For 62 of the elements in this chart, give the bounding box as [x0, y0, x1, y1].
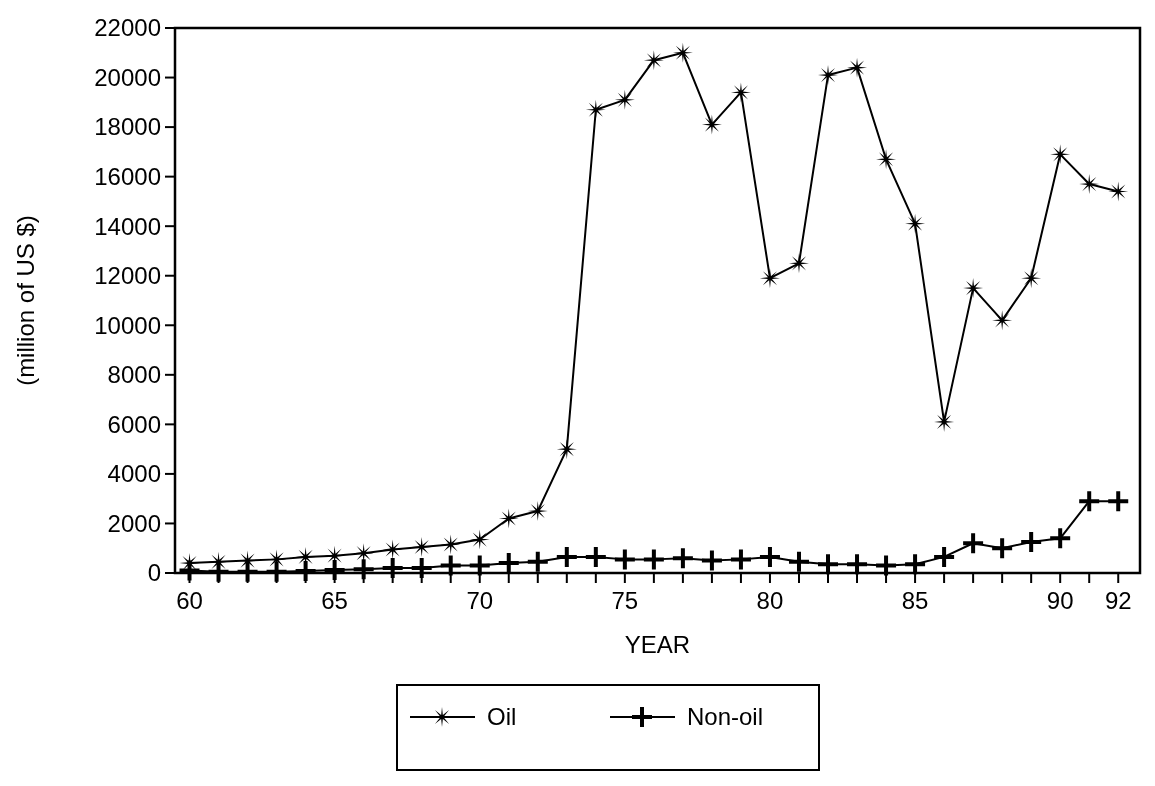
point: [963, 533, 984, 554]
point: [847, 554, 868, 575]
y-tick-label: 12000: [94, 262, 161, 290]
point: [1050, 528, 1071, 549]
point: [730, 549, 751, 570]
point: [527, 551, 548, 572]
point: [411, 558, 432, 579]
y-tick-label: 16000: [94, 163, 161, 191]
y-tick-label: 14000: [94, 212, 161, 240]
point: [1108, 491, 1129, 512]
y-tick-label: 18000: [94, 113, 161, 141]
point: [324, 560, 345, 581]
point: [934, 546, 955, 567]
point: [905, 554, 926, 575]
y-tick-label: 4000: [107, 460, 161, 488]
point: [992, 538, 1013, 559]
point: [382, 558, 403, 579]
point: [179, 560, 200, 581]
point: [353, 559, 374, 580]
point: [1021, 532, 1042, 553]
point: [672, 548, 693, 569]
point: [208, 561, 229, 582]
x-tick-label: 92: [1104, 587, 1132, 614]
y-axis-title: (million of US $): [12, 215, 39, 386]
point: [237, 561, 258, 582]
x-tick-label: 85: [901, 587, 929, 614]
x-tick-label: 80: [756, 587, 784, 614]
legend-label: Non-oil: [687, 703, 764, 731]
point: [876, 555, 897, 576]
x-tick-label: 65: [321, 587, 348, 614]
y-tick-label: 22000: [94, 14, 161, 42]
point: [1079, 491, 1100, 512]
point: [759, 546, 780, 567]
y-tick-label: 20000: [94, 63, 161, 91]
point: [585, 546, 606, 567]
point: [469, 555, 490, 576]
point: [498, 508, 519, 529]
y-tick-label: 2000: [107, 509, 161, 537]
y-tick-label: 0: [147, 559, 161, 587]
x-tick-label: 60: [176, 587, 203, 614]
point: [295, 561, 316, 582]
x-tick-label: 75: [611, 587, 639, 614]
x-axis-title: YEAR: [624, 631, 691, 658]
point: [382, 539, 403, 560]
point: [440, 534, 461, 555]
y-tick-label: 10000: [94, 311, 161, 339]
point: [266, 561, 287, 582]
point: [498, 553, 519, 574]
x-tick-label: 90: [1046, 587, 1074, 614]
point: [440, 555, 461, 576]
x-tick-label: 70: [466, 587, 494, 614]
y-tick-label: 8000: [107, 361, 161, 389]
point: [556, 546, 577, 567]
point: [614, 549, 635, 570]
point: [788, 551, 809, 572]
legend-label: Oil: [487, 703, 517, 731]
y-tick-label: 6000: [107, 410, 161, 438]
point: [1108, 181, 1129, 202]
point: [818, 554, 839, 575]
point: [701, 550, 722, 571]
point: [643, 549, 664, 570]
point: [469, 529, 490, 550]
